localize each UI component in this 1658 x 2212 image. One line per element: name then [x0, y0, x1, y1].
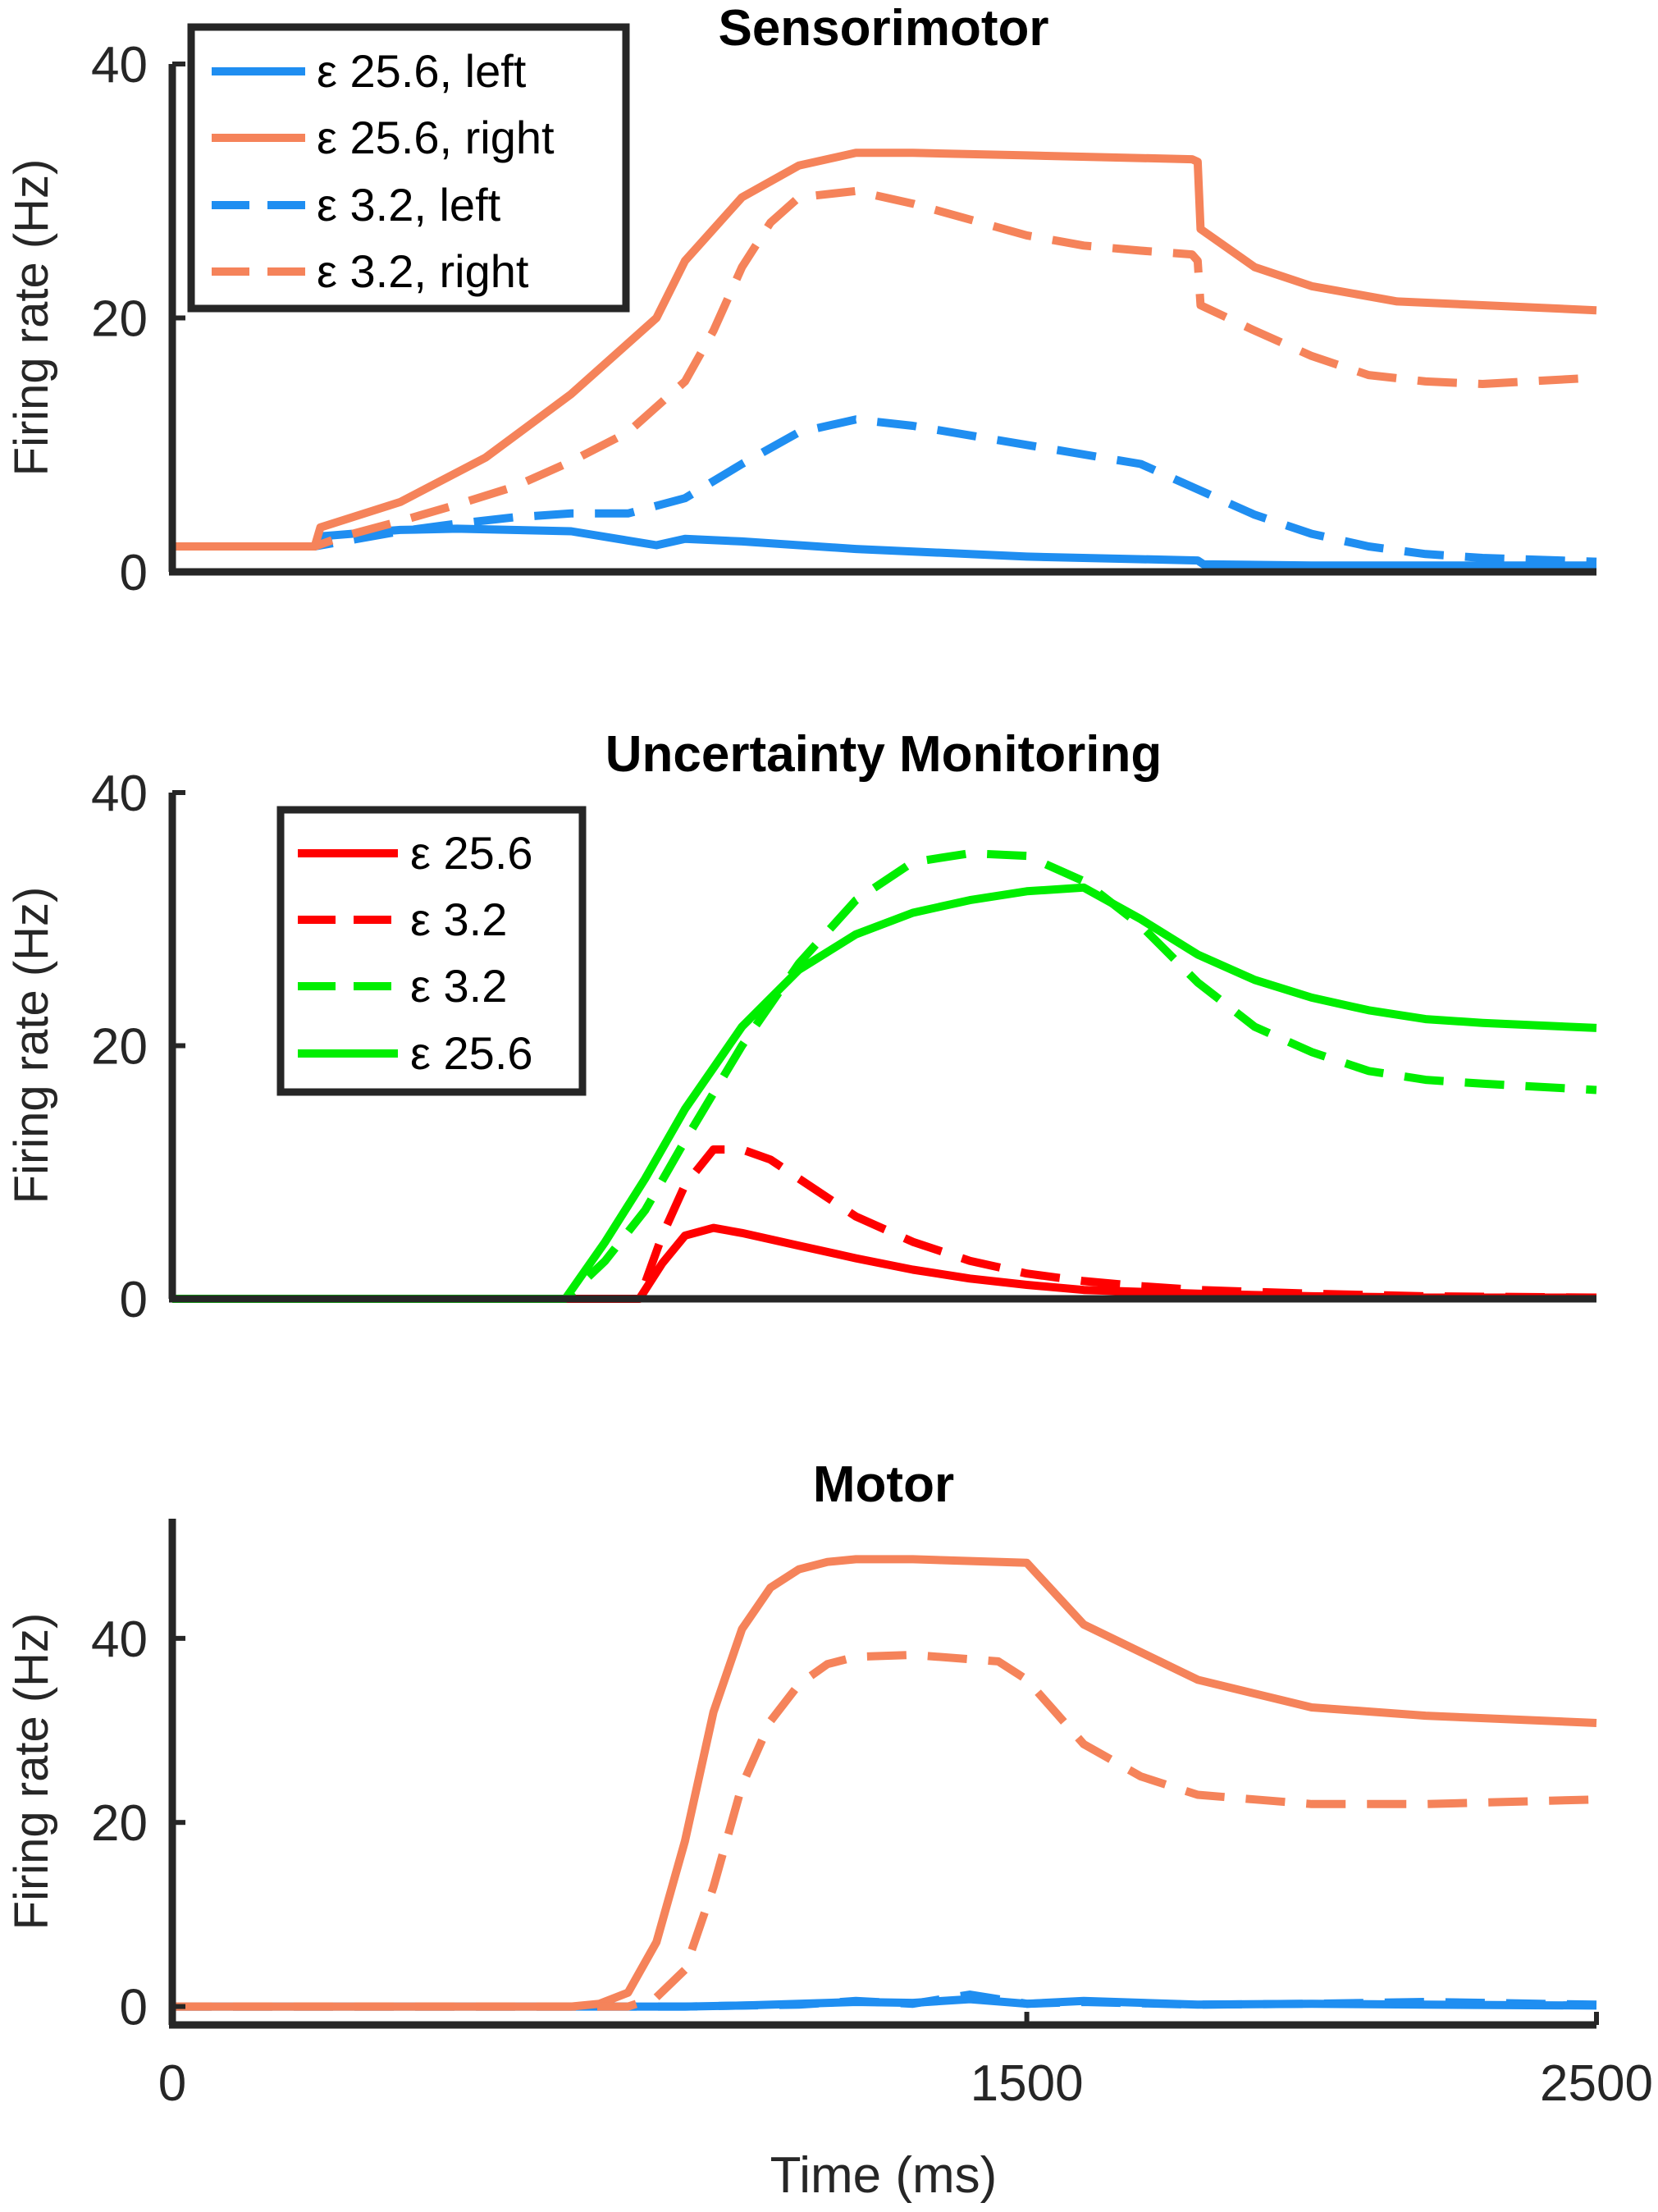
series-line [172, 1555, 1597, 2011]
series-line [172, 1223, 1596, 1303]
series-line [172, 1990, 1597, 2011]
y-axis-label: Firing rate (Hz) [5, 887, 58, 1204]
y-ticks: 0 20 40 [91, 766, 185, 1328]
y-tick-label: 0 [120, 1272, 148, 1328]
legend-entry: ε 25.6, right [212, 112, 555, 163]
y-ticks: 0 20 40 [91, 1611, 185, 2036]
legend-entry: ε 25.6, left [212, 45, 527, 97]
legend-label: ε 3.2, left [317, 179, 501, 231]
legend-entry: ε 3.2 [298, 893, 507, 945]
y-tick-label: 0 [120, 1980, 148, 2036]
x-ticks: 0 1500 2500 [158, 2012, 1653, 2112]
y-tick-label: 40 [91, 37, 148, 94]
legend-box [187, 23, 630, 313]
legend: ε 25.6, left ε 25.6, right ε 3.2, left ε… [187, 23, 630, 313]
legend-entry: ε 25.6 [298, 827, 533, 879]
series-line [172, 149, 1597, 551]
legend-label: ε 25.6, left [317, 45, 527, 97]
series-line [172, 1145, 1597, 1303]
legend-label: ε 3.2 [410, 960, 507, 1012]
y-tick-label: 0 [120, 545, 148, 601]
legend-label: ε 25.6 [410, 1027, 533, 1079]
y-tick-label: 20 [91, 1795, 148, 1852]
plot-area [172, 1555, 1597, 2011]
y-tick-label: 20 [91, 291, 148, 348]
plot-area [172, 149, 1597, 570]
y-tick-label: 40 [91, 766, 148, 822]
legend-label: ε 3.2, right [317, 245, 529, 297]
x-axis-label: Time (ms) [770, 2147, 998, 2204]
chart-title: Motor [813, 1456, 954, 1513]
legend-label: ε 3.2 [410, 893, 507, 945]
axes [168, 1519, 1596, 2029]
chart-title: Uncertainty Monitoring [605, 726, 1162, 783]
y-axis-label: Firing rate (Hz) [5, 1613, 58, 1931]
series-line [172, 1651, 1597, 2011]
y-tick-label: 20 [91, 1019, 148, 1076]
chart-title: Sensorimotor [718, 0, 1048, 57]
legend-label: ε 25.6, right [317, 112, 555, 163]
y-axis-label: Firing rate (Hz) [5, 159, 58, 477]
legend-label: ε 25.6 [410, 827, 533, 879]
y-ticks: 0 20 40 [91, 37, 185, 601]
legend-entry: ε 3.2, right [212, 245, 529, 297]
panel-uncertainty-monitoring: Uncertainty Monitoring Firing rate (Hz) … [5, 726, 1597, 1328]
panel-sensorimotor: Sensorimotor Firing rate (Hz) 0 20 40 ε 25… [5, 0, 1597, 601]
x-tick-label: 0 [158, 2055, 186, 2112]
legend-entry: ε 25.6 [298, 1027, 533, 1079]
panel-motor: Motor Firing rate (Hz) Time (ms) 0 20 40 0… [5, 1456, 1653, 2204]
legend-entry: ε 3.2 [298, 960, 507, 1012]
legend: ε 25.6 ε 3.2 ε 3.2 ε 25.6 [276, 806, 587, 1096]
x-tick-label: 1500 [971, 2055, 1084, 2112]
legend-entry: ε 3.2, left [212, 179, 501, 231]
series-line [172, 415, 1597, 566]
series-line [172, 849, 1597, 1303]
series-line [172, 186, 1597, 551]
y-tick-label: 40 [91, 1611, 148, 1668]
series-line [172, 883, 1597, 1303]
x-tick-label: 2500 [1540, 2055, 1653, 2112]
